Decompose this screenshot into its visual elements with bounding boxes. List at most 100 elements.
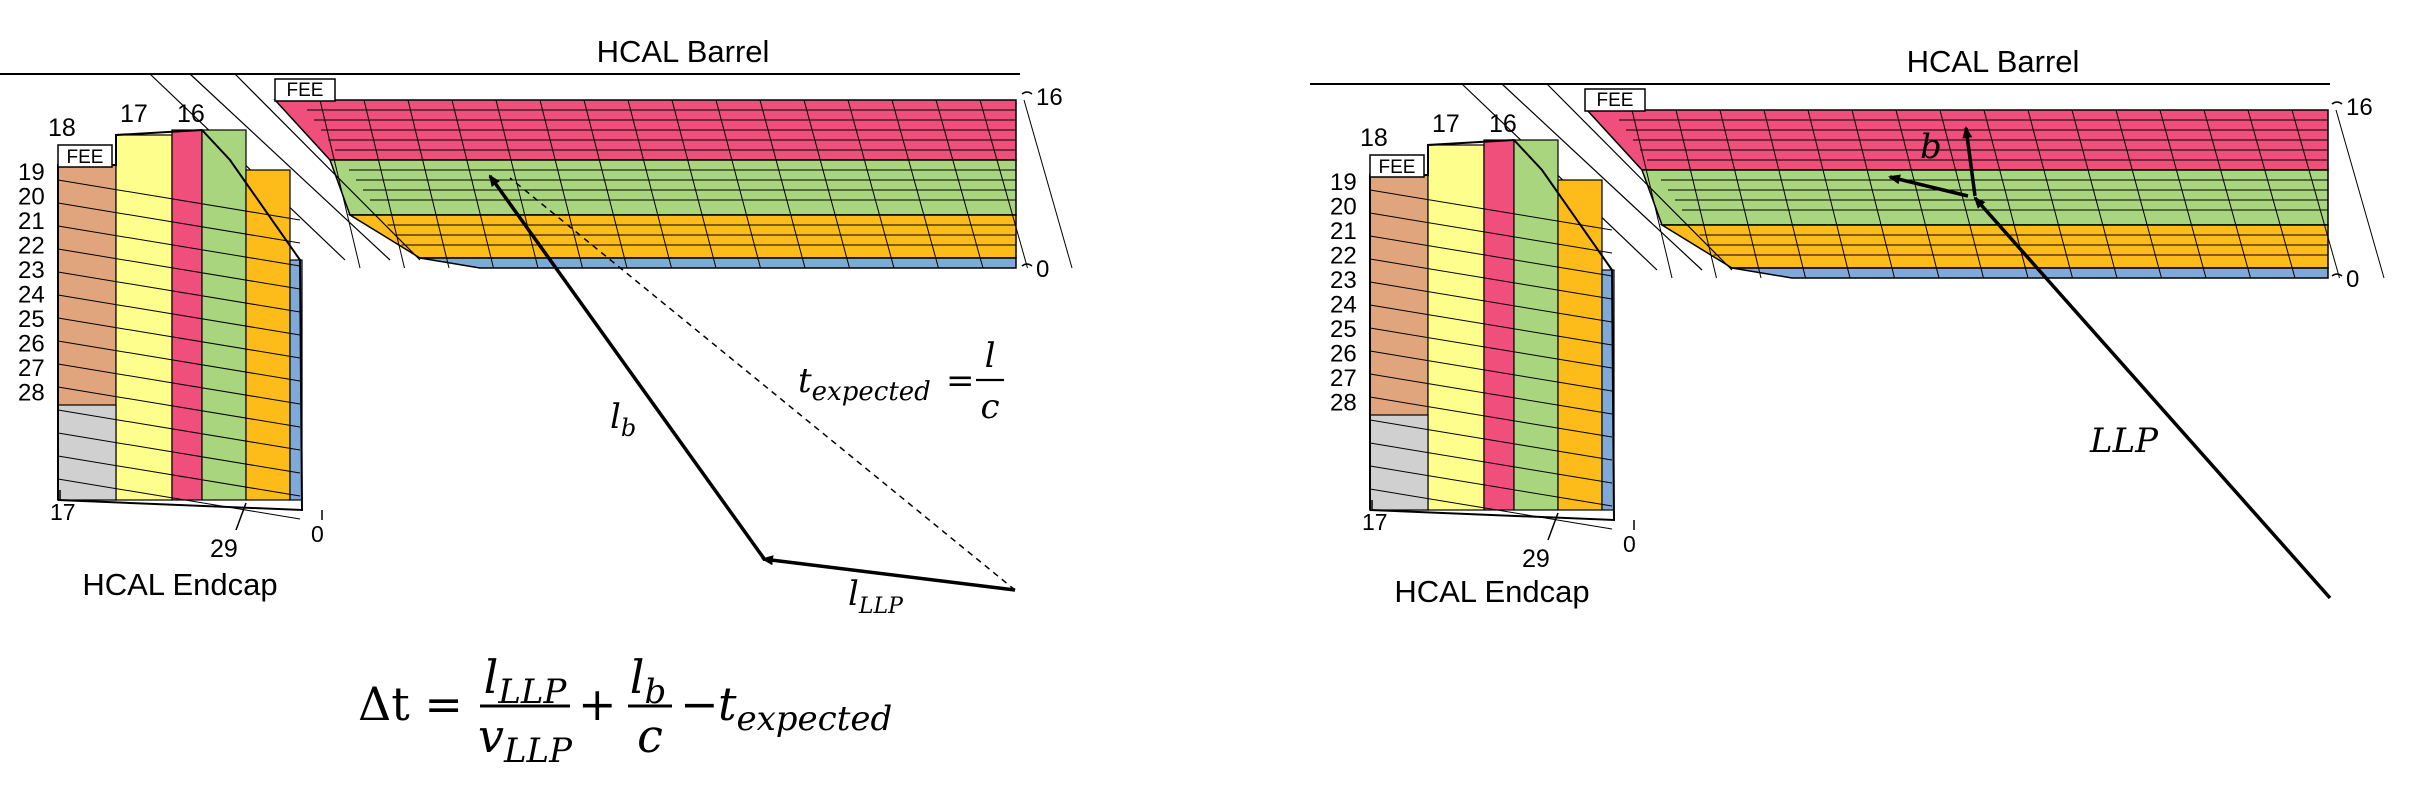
left-ieta-label-25: 25 [18,306,45,333]
left-barrel-fee-label: FEE [287,80,324,101]
left-depth-tick-bottom [1021,263,1033,267]
left-lb-label: lb [610,397,636,442]
right-endcap-eta-line [1369,281,1613,323]
right-barrel-tower-line [2027,109,2073,279]
right-barrel-band-orange [1659,224,2329,269]
left-endcap-col-yellow [115,134,173,501]
right-barrel-band-blue [1731,267,2329,279]
right-ieta-label-23: 23 [1330,267,1357,294]
left-endcap-grey-rows [57,404,117,501]
left-barrel-tower-line [759,99,806,269]
right-barrel-tower-line [1763,109,1806,279]
left-lb-arrow [488,174,767,562]
right-endcap-label-18: 18 [1360,124,1388,152]
formula-frac2-num: lb [630,650,666,712]
left-depth-top-label: 16 [1036,84,1063,111]
left-barrel-tower-line [1023,99,1073,269]
left-endcap-eta-line [57,340,301,382]
right-endcap-eta-line [1369,396,1613,438]
left-ieta-label-26: 26 [18,331,45,358]
left-barrel-grid [149,73,1073,269]
right-endcap-eta-line [1369,258,1613,300]
right-depth-tick-bottom [2331,273,2343,277]
left-endcap-col-orange [245,169,291,501]
right-depth-bottom-label: 0 [2346,266,2359,293]
left-panel: FEE FEE HCAL Barrel 16 0 18 17 16 192021… [0,34,1073,771]
left-endcap-eta-line [57,432,301,474]
right-barrel-tower-line [2335,109,2385,279]
left-barrel-tower-line [451,99,494,269]
right-endcap-title: HCAL Endcap [1394,574,1589,609]
left-barrel-tower-line [935,99,984,269]
formula-frac1-den: vLLP [478,709,573,771]
left-endcap-eta-line [57,225,301,267]
right-endcap-eta-line [1369,235,1613,277]
left-barrel-tower-line [891,99,939,269]
right-barrel-tower-line [2071,109,2118,279]
right-barrel-tower-line [2115,109,2162,279]
right-barrel-grid [1461,83,2385,279]
left-barrel-tower-line [847,99,895,269]
right-barrel-tower-line [1851,109,1895,279]
left-barrel-band-green [328,159,1017,216]
right-panel: FEE FEE HCAL Barrel 16 0 18 17 16 192021… [1310,44,2385,609]
left-texpected-equals: = [946,361,975,401]
left-bottom-label-29: 29 [210,535,238,563]
right-barrel-tower-line [1895,109,1940,279]
left-barrel-edge-line [189,73,391,261]
right-barrel-edge-line [1461,83,1658,271]
left-endcap-fee-box [57,144,113,168]
left-barrel-fee-box [274,78,336,102]
right-ieta-label-22: 22 [1330,243,1357,270]
right-barrel-tower-line [2247,109,2296,279]
left-endcap-label-17: 17 [120,100,148,128]
right-endcap-fee-box [1369,154,1425,178]
right-barrel-edge-line [1501,83,1703,271]
right-barrel-tower-line [2291,109,2340,279]
left-barrel-tower-line [979,99,1028,269]
right-endcap-label-16: 16 [1489,110,1517,138]
right-ieta-label-21: 21 [1330,218,1357,245]
right-endcap-eta-line [1369,488,1613,530]
formula-minus: − [680,677,719,731]
right-barrel-edge-line [1546,83,1733,271]
left-barrel-tower-line [319,99,361,269]
left-ieta-label-22: 22 [18,233,45,260]
right-endcap-grey-rows [1369,414,1429,511]
left-barrel-band-orange [347,214,1017,259]
right-endcap-eta-line [1369,212,1613,254]
left-llp-arrow [761,555,1016,592]
right-barrel-fee-label: FEE [1597,90,1634,111]
right-endcap-fee-label: FEE [1379,157,1416,178]
left-texpected-num: l [985,336,996,376]
right-barrel-tower-line [1719,109,1762,279]
right-endcap [1369,138,1616,530]
left-depth-tick-top [1021,91,1033,95]
left-endcap-label-18: 18 [48,114,76,142]
right-depth-top-label: 16 [2346,94,2373,121]
right-endcap-col-green [1513,139,1559,511]
formula-plus: + [578,677,617,731]
right-barrel-tower-line [1807,109,1851,279]
left-barrel-tower-line [627,99,672,269]
right-endcap-eta-line [1369,465,1613,507]
right-barrel-band-green [1640,169,2329,226]
right-llp-label: LLP [2089,421,2159,461]
left-ieta-label-28: 28 [18,380,45,407]
right-bottom-label-0: 0 [1623,531,1636,557]
right-barrel-tower-line [2203,109,2251,279]
left-ieta-label-21: 21 [18,208,45,235]
left-barrel-edge-line [149,73,346,261]
left-barrel-bands [273,99,1017,269]
right-b-label: b [1920,127,1942,167]
left-barrel-tower-line [583,99,628,269]
formula-frac2-den: c [637,709,663,763]
left-endcap-fee-label: FEE [67,147,104,168]
right-decay-arrow-1 [1962,126,1977,197]
right-endcap-col-orange [1557,179,1603,511]
right-endcap-eta-line [1369,373,1613,415]
left-endcap-eta-line [57,386,301,428]
right-decay-arrow-2 [1888,174,1969,198]
right-bottom-tick-29 [1547,512,1559,541]
